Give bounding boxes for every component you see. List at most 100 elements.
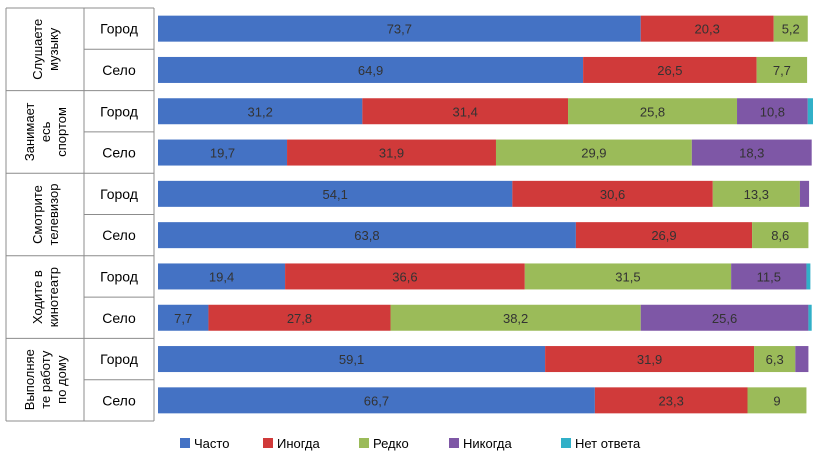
row-label: Село (102, 62, 136, 78)
group-label-line: Смотрите (30, 185, 45, 244)
data-label: 25,8 (640, 104, 665, 119)
bar-segment (747, 387, 807, 414)
bar-segment (390, 304, 641, 331)
bar-segment (756, 56, 808, 83)
data-label: 23,3 (659, 393, 684, 408)
bar-segment (287, 139, 496, 166)
data-label: 19,7 (210, 146, 235, 161)
bar-segment (773, 15, 808, 42)
data-label: 63,8 (354, 228, 379, 243)
bar-segment (158, 304, 209, 331)
legend-swatch (561, 438, 571, 448)
group-label-line: по дому (54, 355, 69, 404)
bar-segment (158, 15, 641, 42)
data-label: 11,5 (757, 269, 781, 284)
legend-entry: Иногда (277, 436, 320, 451)
data-label: 19,4 (209, 269, 234, 284)
bar-segment (362, 98, 569, 125)
chart-labels: Слушаетемузыку Город 73,7 20,3 5,2 Село 64,9 26… (22, 19, 800, 410)
bar-segment (158, 180, 513, 207)
data-label: 73,7 (387, 22, 412, 37)
data-label: 7,7 (773, 63, 791, 78)
data-label: 5,2 (782, 22, 800, 37)
legend-entry: Часто (194, 436, 229, 451)
bar-segment (799, 180, 810, 207)
data-label: 27,8 (287, 311, 312, 326)
group-label-line: спортом (54, 107, 69, 157)
bar-segment (640, 15, 774, 42)
data-label: 36,6 (392, 269, 417, 284)
bar-segment (158, 139, 288, 166)
data-label: 30,6 (600, 187, 625, 202)
legend-swatch (359, 438, 369, 448)
group-label: Ходите вкинотеатр (30, 267, 61, 327)
data-label: 25,6 (712, 311, 737, 326)
data-label: 31,4 (453, 104, 478, 119)
bar-segment (807, 98, 813, 125)
data-label: 10,8 (760, 104, 785, 119)
data-label: 31,2 (248, 104, 273, 119)
group-label: Выполняете работупо дому (22, 349, 69, 410)
data-label: 38,2 (503, 311, 528, 326)
bar-segment (158, 222, 576, 249)
group-label-line: Ходите в (30, 270, 45, 324)
bar-segment (545, 346, 755, 373)
group-label-line: есь (38, 121, 53, 142)
row-label: Село (102, 392, 136, 408)
group-label-line: Слушаете (30, 19, 45, 80)
data-label: 54,1 (323, 187, 348, 202)
bar-segment (158, 387, 595, 414)
bar-segment (712, 180, 800, 207)
group-label: Слушаетемузыку (30, 19, 61, 80)
row-label: Село (102, 145, 136, 161)
legend-swatch (263, 438, 273, 448)
bar-segment (806, 263, 811, 290)
data-label: 31,9 (637, 352, 662, 367)
legend-entry: Редко (373, 436, 409, 451)
data-label: 7,7 (174, 311, 192, 326)
legend-swatch (449, 438, 459, 448)
data-label: 31,5 (615, 269, 640, 284)
group-label-line: кинотеатр (46, 267, 61, 327)
group-label-line: Выполняе (22, 349, 37, 410)
row-label: Город (100, 21, 138, 37)
bar-segment (731, 263, 807, 290)
group-label-line: те работу (38, 350, 53, 409)
group-label-line: музыку (46, 27, 61, 71)
bar-segment (158, 263, 286, 290)
row-label: Город (100, 268, 138, 284)
legend-entry: Нет ответа (575, 436, 641, 451)
bar-segment (594, 387, 748, 414)
data-label: 6,3 (766, 352, 784, 367)
data-label: 8,6 (771, 228, 789, 243)
chart-bars (158, 15, 813, 414)
bar-segment (640, 304, 809, 331)
bar-segment (495, 139, 692, 166)
data-label: 26,9 (651, 228, 676, 243)
chart-legend: Часто Иногда Редко Никогда Нет ответа (180, 436, 641, 451)
bar-segment (524, 263, 732, 290)
row-label: Город (100, 186, 138, 202)
group-label-line: телевизор (46, 184, 61, 246)
group-label: Смотритетелевизор (30, 184, 61, 246)
bar-segment (691, 139, 812, 166)
legend-entry: Никогда (463, 436, 512, 451)
bar-segment (737, 98, 808, 125)
bar-segment (158, 56, 584, 83)
data-label: 64,9 (358, 63, 383, 78)
bar-segment (285, 263, 525, 290)
data-label: 66,7 (364, 393, 389, 408)
row-label: Город (100, 103, 138, 119)
bar-segment (208, 304, 391, 331)
bar-segment (568, 98, 738, 125)
bar-segment (575, 222, 753, 249)
bar-segment (752, 222, 809, 249)
bar-segment (512, 180, 713, 207)
bar-segment (158, 98, 363, 125)
data-label: 20,3 (695, 22, 720, 37)
data-label: 31,9 (379, 146, 404, 161)
bar-segment (583, 56, 757, 83)
data-label: 29,9 (581, 146, 606, 161)
legend-swatch (180, 438, 190, 448)
